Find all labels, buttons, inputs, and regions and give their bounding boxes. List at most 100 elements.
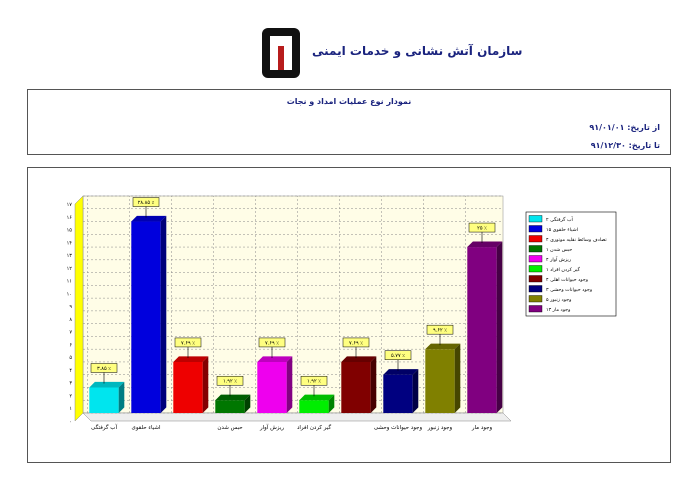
data-label-box	[300, 375, 328, 386]
bar	[383, 374, 413, 413]
data-label: ۷.۶۹ ٪	[265, 340, 279, 346]
bar	[341, 361, 371, 413]
legend-swatch	[528, 215, 543, 223]
chart-panel: ۰ ۱ ۲ ۳ ۴ ۵ ۶ ۷ ۸ ۹ ۱۰ ۱۱ ۱۲ ۱۳ ۱۴ ۱۵ ۱۶ ۱۷ ۳.۸۵ ٪ آب گرفتگ…	[27, 167, 671, 463]
bar	[467, 247, 497, 413]
y-tick-label: ۵	[69, 355, 72, 361]
bar-top	[425, 343, 461, 350]
x-tick-label: آب گرفتگی	[91, 424, 117, 431]
fire-department-logo	[262, 28, 300, 78]
legend-swatch	[528, 235, 543, 243]
y-tick-label: ۲	[69, 393, 72, 399]
y-tick-label: ۱۱	[67, 279, 72, 285]
bar-side	[496, 241, 503, 413]
y-tick-label: ۱۴	[67, 240, 73, 246]
x-tick-label: وجود زنبور	[427, 425, 453, 431]
y-tick-label: ۰	[69, 419, 72, 425]
y-tick-label: ۱۶	[67, 215, 73, 221]
data-label: ۱.۹۲ ٪	[307, 379, 321, 385]
bar	[89, 387, 119, 413]
bar-side	[412, 369, 419, 413]
legend-label: حبس شدن ۱	[546, 248, 572, 253]
chart-floor	[82, 412, 512, 422]
y-tick-label: ۴	[69, 368, 72, 374]
legend-label: وجود مار ۱۳	[546, 307, 570, 313]
legend-swatch	[528, 305, 543, 313]
legend-label: آب گرفتگی ۲	[546, 216, 573, 223]
bar-top	[257, 356, 293, 362]
to-date-row: تا تاریخ: ۹۱/۱۲/۳۰	[591, 141, 660, 150]
bar-side	[286, 356, 293, 413]
bar-top	[215, 394, 251, 401]
x-tick-label: گیر کردن افراد	[297, 424, 332, 431]
data-label: ۷.۶۹ ٪	[181, 340, 195, 346]
bar	[215, 400, 245, 413]
bar-top	[383, 369, 419, 375]
legend-swatch	[528, 285, 543, 293]
bar-top	[341, 356, 377, 362]
data-label: ۵.۷۷ ٪	[391, 353, 405, 359]
data-label-box	[342, 337, 370, 348]
data-label-box	[90, 363, 118, 373]
bar	[173, 361, 203, 413]
legend-label: اشیاء حلقوی ۱۵	[546, 227, 578, 233]
from-date-value: ۹۱/۰۱/۰۱	[589, 123, 625, 132]
legend-swatch	[528, 265, 543, 273]
x-tick-label: وجود حیوانات وحشی	[374, 425, 423, 431]
data-label-box	[258, 337, 286, 348]
bar-side	[160, 215, 167, 413]
organization-name: سازمان آتش نشانی و خدمات ایمنی	[312, 44, 523, 58]
x-tick-label: اشیاء حلقوی	[132, 425, 161, 431]
legend-swatch	[528, 295, 543, 303]
legend-label: تصادف وسائط نقلیه موتوری ۴	[546, 237, 607, 243]
y-tick-label: ۱۵	[67, 228, 73, 234]
y-tick-label: ۱	[69, 406, 72, 412]
legend-swatch	[528, 245, 543, 253]
data-label-box	[216, 375, 244, 386]
bar-side	[454, 343, 461, 413]
legend-label: وجود حیوانات اهلی ۴	[546, 277, 588, 283]
bar	[425, 349, 455, 413]
from-date-row: از تاریخ: ۹۱/۰۱/۰۱	[589, 123, 660, 132]
data-label-box	[132, 197, 160, 207]
y-tick-label: ۷	[69, 330, 72, 336]
chart-side-wall	[74, 195, 84, 422]
data-label: ۳.۸۵ ٪	[97, 366, 111, 372]
bar-side	[328, 394, 335, 413]
y-tick-label: ۱۷	[67, 202, 73, 208]
data-label: ۲۸.۸۵ ٪	[138, 200, 155, 206]
x-tick-label: ریزش آوار	[259, 424, 284, 431]
y-tick-label: ۶	[69, 342, 72, 348]
bar-side	[370, 356, 377, 413]
data-label-box	[468, 222, 496, 233]
data-label-box	[174, 337, 202, 348]
bar-side	[244, 394, 251, 413]
data-label-box	[426, 324, 454, 335]
from-date-label: از تاریخ:	[627, 123, 660, 132]
y-tick-label: ۳	[69, 381, 72, 387]
x-tick-label: حبس شدن	[217, 425, 242, 431]
y-tick-label: ۸	[69, 317, 72, 323]
bar-top	[299, 394, 335, 401]
legend-label: گیر کردن افراد ۱	[546, 266, 581, 273]
legend-label: وجود زنبور ۵	[546, 298, 571, 303]
legend-swatch	[528, 275, 543, 283]
report-title: نمودار نوع عملیات امداد و نجات	[286, 97, 412, 106]
bar-side	[202, 356, 209, 413]
data-label: ۲۵ ٪	[477, 226, 487, 232]
data-label: ۹.۶۲ ٪	[433, 328, 447, 334]
y-tick-label: ۹	[69, 304, 72, 310]
y-tick-label: ۱۳	[67, 253, 73, 259]
bar-top	[89, 381, 125, 388]
bar	[131, 221, 161, 413]
to-date-label: تا تاریخ:	[628, 141, 660, 150]
bar	[299, 400, 329, 413]
bar-top	[131, 215, 167, 222]
bar	[257, 361, 287, 413]
report-info-panel: نمودار نوع عملیات امداد و نجات از تاریخ:…	[27, 89, 671, 155]
legend-swatch	[528, 255, 543, 263]
bar-top	[467, 241, 503, 248]
legend-label: وجود حیوانات وحشی ۳	[546, 287, 592, 293]
data-label: ۱.۹۲ ٪	[223, 379, 237, 385]
